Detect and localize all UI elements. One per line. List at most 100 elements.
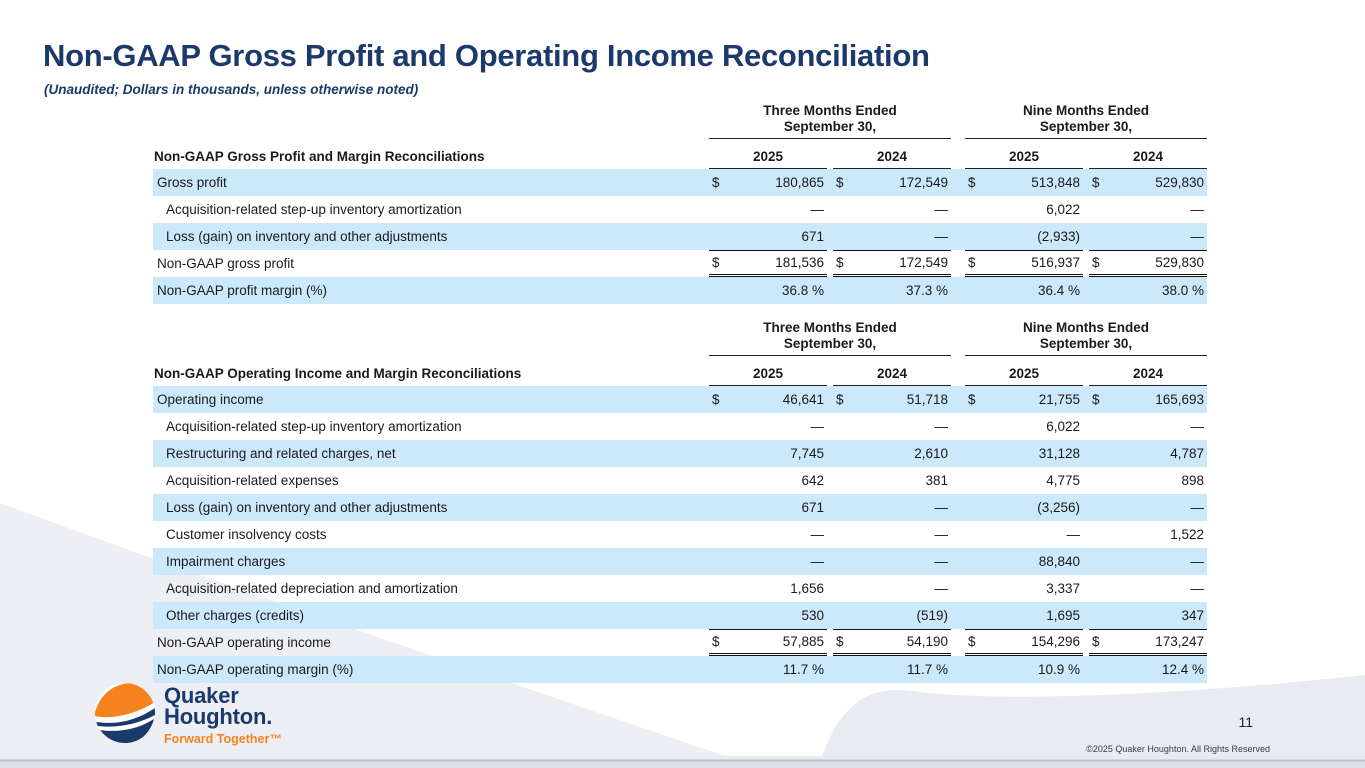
- cell-dollar-sign: $: [712, 175, 720, 190]
- cell-value: —: [934, 527, 949, 542]
- row-label: Operating income: [157, 392, 264, 407]
- year-header-row: Non-GAAP Operating Income and Margin Rec…: [153, 356, 1207, 386]
- cell-dollar-sign: $: [836, 175, 844, 190]
- cell-value: 529,830: [1155, 175, 1204, 190]
- cell-dollar-sign: $: [1089, 250, 1115, 277]
- cell-value: 1,522: [1170, 527, 1204, 542]
- table-row: Loss (gain) on inventory and other adjus…: [153, 494, 1207, 521]
- year-column-header: 2025: [709, 149, 827, 169]
- table-row: Acquisition-related depreciation and amo…: [153, 575, 1207, 602]
- cell-value: —: [1190, 500, 1205, 515]
- cell-value: —: [810, 419, 825, 434]
- company-logo: Quaker Houghton. Forward Together™: [94, 682, 282, 746]
- cell-value: —: [1066, 527, 1081, 542]
- row-label: Gross profit: [157, 175, 227, 190]
- cell-value: —: [934, 500, 949, 515]
- period-group-header: Nine Months Ended September 30,: [965, 103, 1207, 139]
- table-row: Gross profit $180,865 $172,549 $513,848 $529…: [153, 169, 1207, 196]
- cell-value: 172,549: [899, 175, 948, 190]
- row-label: Acquisition-related step-up inventory am…: [166, 419, 462, 434]
- period-line-2: September 30,: [1039, 119, 1133, 134]
- row-label: Acquisition-related expenses: [166, 473, 339, 488]
- cell-dollar-sign: $: [968, 175, 976, 190]
- row-label: Loss (gain) on inventory and other adjus…: [166, 229, 448, 244]
- period-group-header: Three Months Ended September 30,: [709, 320, 951, 356]
- table-row: Loss (gain) on inventory and other adjus…: [153, 223, 1207, 250]
- cell-value: 530: [801, 608, 824, 623]
- cell-value: —: [810, 554, 825, 569]
- cell-value: 898: [1181, 473, 1204, 488]
- row-label: Restructuring and related charges, net: [166, 446, 396, 461]
- row-label: Acquisition-related depreciation and amo…: [166, 581, 458, 596]
- cell-dollar-sign: $: [833, 629, 859, 656]
- cell-value: 347: [1181, 608, 1204, 623]
- table-row: Impairment charges — — 88,840 —: [153, 548, 1207, 575]
- cell-dollar-sign: $: [709, 250, 735, 277]
- table-row: Other charges (credits) 530 (519) 1,695 347: [153, 602, 1207, 629]
- cell-value: 36.8 %: [781, 283, 824, 298]
- gross-profit-table: Three Months Ended September 30, Nine Mont…: [153, 103, 1207, 304]
- year-column-header: 2025: [965, 149, 1083, 169]
- page-subtitle: (Unaudited; Dollars in thousands, unless…: [44, 82, 419, 97]
- year-column-header: 2024: [1089, 366, 1207, 386]
- period-line-1: Three Months Ended: [763, 103, 897, 118]
- cell-value: 180,865: [775, 175, 824, 190]
- copyright-text: ©2025 Quaker Houghton. All Rights Reserv…: [1086, 744, 1270, 754]
- cell-value: 173,247: [1115, 629, 1207, 656]
- year-column-header: 2025: [965, 366, 1083, 386]
- logo-text: Quaker Houghton. Forward Together™: [164, 682, 282, 747]
- cell-value: —: [810, 527, 825, 542]
- cell-value: 6,022: [1046, 202, 1080, 217]
- cell-value: 57,885: [735, 629, 827, 656]
- cell-value: 381: [925, 473, 948, 488]
- cell-value: 516,937: [991, 250, 1083, 277]
- cell-value: 38.0 %: [1161, 283, 1204, 298]
- cell-value: 154,296: [991, 629, 1083, 656]
- cell-value: 529,830: [1115, 250, 1207, 277]
- cell-value: 46,641: [782, 392, 824, 407]
- cell-value: 10.9 %: [1037, 662, 1080, 677]
- cell-value: 513,848: [1031, 175, 1080, 190]
- cell-value: 31,128: [1038, 446, 1080, 461]
- year-column-header: 2024: [833, 366, 951, 386]
- cell-value: 37.3 %: [905, 283, 948, 298]
- row-label: Acquisition-related step-up inventory am…: [166, 202, 462, 217]
- cell-value: (519): [916, 608, 948, 623]
- page-title: Non-GAAP Gross Profit and Operating Inco…: [43, 38, 930, 73]
- row-label: Non-GAAP profit margin (%): [157, 283, 328, 298]
- period-header-row: Three Months Ended September 30, Nine Mont…: [153, 320, 1207, 356]
- logo-line-2: Houghton.: [164, 704, 273, 729]
- table-row: Acquisition-related step-up inventory am…: [153, 413, 1207, 440]
- cell-value: 181,536: [735, 250, 827, 277]
- section-label: Non-GAAP Operating Income and Margin Rec…: [154, 366, 522, 381]
- cell-value: 11.7 %: [906, 662, 948, 677]
- row-label: Non-GAAP operating income: [157, 635, 331, 650]
- table-row: Non-GAAP operating income $57,885 $54,190 $…: [153, 629, 1207, 656]
- cell-dollar-sign: $: [1092, 392, 1100, 407]
- cell-value: 11.7 %: [782, 662, 824, 677]
- year-column-header: 2024: [833, 149, 951, 169]
- period-line-1: Nine Months Ended: [1023, 103, 1149, 118]
- row-label: Other charges (credits): [166, 608, 305, 623]
- cell-value: 1,656: [790, 581, 824, 596]
- table-row: Acquisition-related expenses 642 381 4,775 8…: [153, 467, 1207, 494]
- cell-dollar-sign: $: [833, 250, 859, 277]
- cell-value: 54,190: [859, 629, 951, 656]
- logo-tagline: Forward Together™: [164, 732, 282, 746]
- operating-income-table: Three Months Ended September 30, Nine Mont…: [153, 320, 1207, 683]
- table-row: Restructuring and related charges, net 7,…: [153, 440, 1207, 467]
- section-label: Non-GAAP Gross Profit and Margin Reconci…: [154, 149, 485, 164]
- table-row: Non-GAAP profit margin (%) 36.8 % 37.3 % 36…: [153, 277, 1207, 304]
- reconciliation-tables: Three Months Ended September 30, Nine Mont…: [153, 103, 1207, 683]
- year-column-header: 2024: [1089, 149, 1207, 169]
- cell-value: —: [934, 419, 949, 434]
- row-label: Impairment charges: [166, 554, 286, 569]
- cell-value: (3,256): [1037, 500, 1080, 515]
- cell-value: 4,775: [1046, 473, 1080, 488]
- quaker-houghton-logo-icon: [94, 682, 156, 744]
- row-label: Customer insolvency costs: [166, 527, 327, 542]
- table-row: Customer insolvency costs — — — 1,522: [153, 521, 1207, 548]
- cell-value: 1,695: [1046, 608, 1080, 623]
- cell-value: —: [934, 202, 949, 217]
